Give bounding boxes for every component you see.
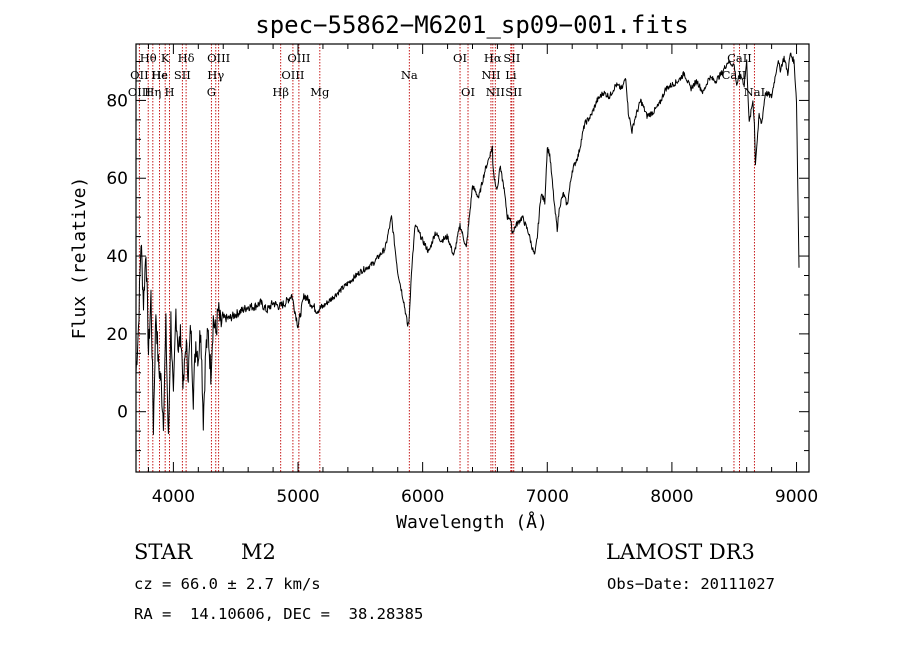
x-tick-label: 9000 [775, 487, 818, 507]
emission-line-label: SII [503, 51, 520, 65]
emission-line-label: CaII [727, 51, 752, 65]
redshift-text: cz = 66.0 ± 2.7 km/s [134, 575, 321, 593]
emission-line-label: Hθ [140, 51, 157, 65]
spectrum-series [135, 52, 800, 435]
emission-line-label: OIII [207, 51, 230, 65]
emission-line-label: NII [486, 85, 505, 99]
emission-line-label: Li [505, 68, 517, 82]
x-tick-label: 8000 [650, 487, 693, 507]
emission-line-markers [138, 44, 755, 472]
emission-line-label: He [151, 68, 168, 82]
y-tick-label: 60 [106, 169, 128, 189]
x-tick-label: 6000 [401, 487, 444, 507]
x-tick-label: 7000 [526, 487, 569, 507]
emission-line-label: OIII [128, 85, 151, 99]
emission-line-label: OI [453, 51, 467, 65]
spectrum-line [135, 52, 800, 435]
coordinates-text: RA = 14.10606, DEC = 38.28385 [134, 605, 423, 623]
emission-line-label: H [165, 85, 175, 99]
object-class: STAR [134, 540, 193, 564]
emission-line-label: G [207, 85, 216, 99]
emission-line-label: SII [174, 68, 191, 82]
survey-name: LAMOST DR3 [606, 540, 755, 564]
object-subclass: M2 [241, 540, 276, 564]
emission-line-label: Mg [310, 85, 330, 99]
plot-frame [135, 43, 810, 473]
emission-line-label: SII [505, 85, 522, 99]
axes: 4000 5000 6000 7000 8000 9000 0 20 40 60 80 [106, 44, 818, 507]
y-tick-label: 0 [117, 403, 128, 423]
obs-date-text: Obs−Date: 20111027 [607, 575, 775, 593]
emission-line-label: OIII [281, 68, 304, 82]
emission-line-label: K [161, 51, 170, 65]
y-tick-label: 80 [106, 91, 128, 111]
emission-line-label: Hγ [207, 68, 224, 82]
x-axis-title: Wavelength (Å) [396, 511, 548, 533]
emission-line-label: CaII [722, 68, 747, 82]
emission-line-label: Hε [152, 68, 168, 82]
emission-line-label: Hα [484, 51, 502, 65]
y-tick-label: 20 [106, 325, 128, 345]
chart-title: spec−55862−M6201_sp09−001.fits [255, 11, 688, 39]
emission-line-label: Na [401, 68, 418, 82]
y-tick-label: 40 [106, 247, 128, 267]
emission-line-label: Hη [144, 85, 161, 99]
emission-line-label: Hβ [272, 85, 289, 99]
emission-line-label: Hδ [178, 51, 195, 65]
x-tick-label: 5000 [276, 487, 319, 507]
x-tick-label: 4000 [152, 487, 195, 507]
y-axis-title: Flux (relative) [69, 177, 90, 340]
emission-line-label: NII [481, 68, 500, 82]
emission-line-label: OII [130, 68, 149, 82]
emission-line-label: OI [461, 85, 475, 99]
emission-line-label: OIII [287, 51, 310, 65]
emission-line-label: NaI [744, 85, 765, 99]
